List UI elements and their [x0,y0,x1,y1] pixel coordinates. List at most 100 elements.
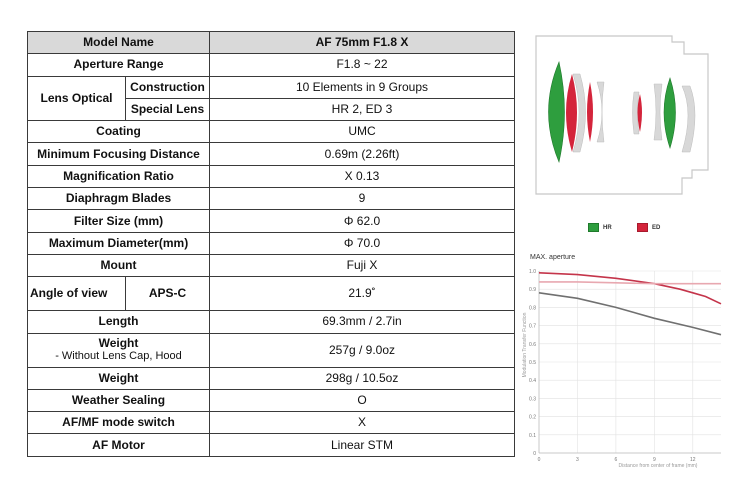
lens-barrel-outline [535,35,709,195]
spec-value: Linear STM [209,433,515,457]
spec-label: Weather Sealing [27,388,210,413]
legend-label-ed: ED [652,224,661,231]
table-row: AF/MF mode switch X [27,411,515,435]
spec-value: 0.69m (2.26ft) [209,142,515,166]
spec-label: Aperture Range [27,53,210,77]
spec-label: AF/MF mode switch [27,411,210,435]
hr-swatch [588,223,599,232]
x-tick-labels: 0 3 6 9 12 [538,457,696,463]
spec-label: Coating [27,120,210,144]
ed-swatch [637,223,648,232]
spec-value: HR 2, ED 3 [209,97,515,122]
lens-element-10 [681,85,696,153]
table-row: Angle of view APS-C 21.9˚ [27,276,515,312]
chart-title: MAX. aperture [530,254,575,261]
spec-label: Lens Optical [27,75,126,122]
legend-item-hr: HR [588,223,612,232]
y-tick-label: 0.9 [529,287,536,293]
spec-label: AF Motor [27,433,210,457]
y-tick-label: 0.5 [529,360,536,366]
table-row: Length 69.3mm / 2.7in [27,310,515,334]
mtf-series-line-2 [539,281,721,285]
lens-element-4 [587,82,593,142]
mtf-chart: MAX. aperture Modulation Transfer Functi… [522,254,722,469]
table-row: Weight 298g / 10.5oz [27,366,515,390]
spec-value: 257g / 9.0oz [209,332,515,368]
legend-label-hr: HR [603,224,612,231]
spec-value: Φ 62.0 [209,209,515,233]
spec-value: AF 75mm F1.8 X [209,30,515,55]
spec-sublabel: Construction [125,75,210,99]
lens-element-5 [596,81,605,143]
y-tick-label: 0.7 [529,324,536,330]
table-row: Magnification Ratio X 0.13 [27,164,515,189]
spec-value: 69.3mm / 2.7in [209,310,515,334]
spec-value: Φ 70.0 [209,231,515,255]
spec-value: 21.9˚ [209,276,515,312]
x-tick-label: 0 [538,457,541,463]
table-row: Weight - Without Lens Cap, Hood 257g / 9… [27,332,515,368]
spec-sublabel: Special Lens [125,97,210,122]
spec-label: Magnification Ratio [27,164,210,189]
weight-note: - Without Lens Cap, Hood [55,350,182,363]
lens-element-8 [653,83,663,141]
spec-label: Diaphragm Blades [27,187,210,211]
y-tick-labels: 0 0.1 0.2 0.3 0.4 0.5 0.6 0.7 0.8 0.9 1.0 [529,269,536,457]
x-axis-label: Distance from center of frame (mm) [619,463,698,469]
y-tick-label: 0.2 [529,415,536,421]
spec-value: F1.8 ~ 22 [209,53,515,77]
spec-value: X 0.13 [209,164,515,189]
lens-element-3 [572,73,586,153]
lens-element-1 [548,61,565,163]
lens-element-2 [566,74,577,152]
spec-value: X [209,411,515,435]
weight-label: Weight [98,336,139,351]
spec-label: Length [27,310,210,334]
table-row: Maximum Diameter(mm) Φ 70.0 [27,231,515,255]
y-tick-label: 0.8 [529,305,536,311]
lens-cross-section-diagram [535,35,709,195]
legend-item-ed: ED [637,223,660,232]
table-row: Aperture Range F1.8 ~ 22 [27,53,515,77]
spec-label: Maximum Diameter(mm) [27,231,210,255]
spec-value: UMC [209,120,515,144]
spec-table: Model Name AF 75mm F1.8 X Aperture Range… [27,30,515,457]
mtf-series-line-3 [538,292,722,336]
table-row: Model Name AF 75mm F1.8 X [27,30,515,55]
spec-sublabel: APS-C [125,276,210,312]
y-tick-label: 0.1 [529,433,536,439]
spec-label: Angle of view [27,276,126,312]
table-row: Weather Sealing O [27,388,515,413]
table-row: AF Motor Linear STM [27,433,515,457]
spec-value: 9 [209,187,515,211]
table-row: Coating UMC [27,120,515,144]
spec-value: 10 Elements in 9 Groups [209,75,515,99]
table-row: Lens Optical Construction 10 Elements in… [27,75,515,122]
y-tick-label: 0.4 [529,378,536,384]
lens-element-9 [663,77,676,149]
spec-label: Model Name [27,30,210,55]
mtf-series-line-1 [538,272,722,305]
spec-value: 298g / 10.5oz [209,366,515,390]
x-tick-label: 6 [615,457,618,463]
y-tick-label: 0 [533,451,536,457]
spec-value: Fuji X [209,253,515,278]
spec-value: O [209,388,515,413]
lens-element-6 [632,91,640,135]
spec-label: Mount [27,253,210,278]
x-tick-label: 12 [690,457,696,463]
table-row: Minimum Focusing Distance 0.69m (2.26ft) [27,142,515,166]
chart-series [538,272,722,336]
lens-element-7 [637,94,642,132]
y-tick-label: 0.6 [529,342,536,348]
table-row: Diaphragm Blades 9 [27,187,515,211]
spec-label: Minimum Focusing Distance [27,142,210,166]
y-tick-label: 0.3 [529,396,536,402]
table-row: Filter Size (mm) Φ 62.0 [27,209,515,233]
table-row: Mount Fuji X [27,253,515,278]
spec-label: Weight [27,366,210,390]
spec-label: Weight - Without Lens Cap, Hood [27,332,210,368]
x-tick-label: 9 [653,457,656,463]
y-axis-label: Modulation Transfer Function [522,312,528,377]
chart-grid [538,270,721,454]
